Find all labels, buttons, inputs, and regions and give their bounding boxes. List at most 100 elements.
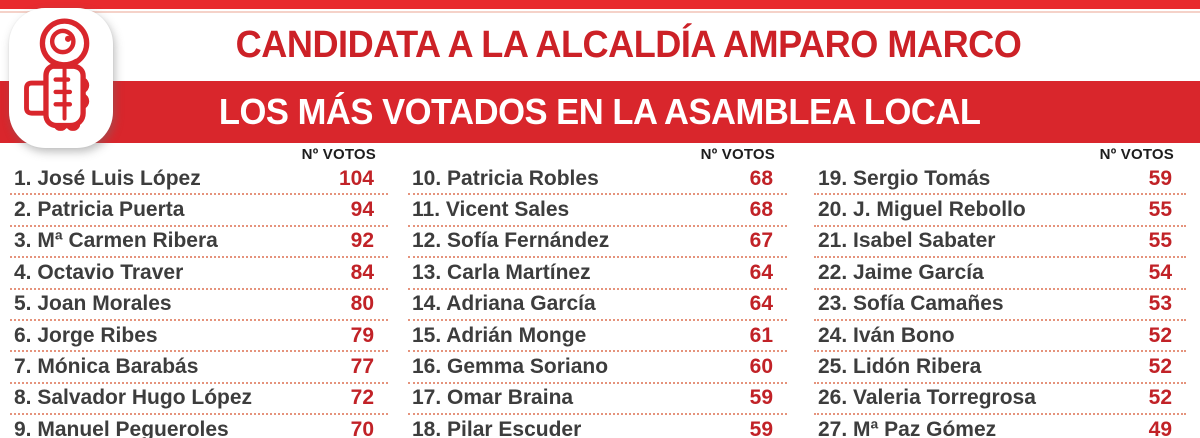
list-row: 18. Pilar Escuder 59 bbox=[408, 415, 787, 438]
candidate-name: 2. Patricia Puerta bbox=[14, 198, 185, 222]
candidate-name: 12. Sofía Fernández bbox=[412, 229, 610, 253]
vote-count: 53 bbox=[1148, 292, 1172, 316]
candidate-name: 24. Iván Bono bbox=[818, 323, 955, 347]
list-row: 7. Mónica Barabás 77 bbox=[10, 352, 388, 384]
list-row: 23. Sofía Camañes 53 bbox=[814, 290, 1186, 321]
list-row: 25. Lidón Ribera 52 bbox=[814, 352, 1186, 384]
candidate-name: 21. Isabel Sabater bbox=[818, 229, 996, 253]
candidate-name: 11. Vicent Sales bbox=[412, 198, 570, 222]
ranking-list-2: 10. Patricia Robles 68 11. Vicent Sales 68 1… bbox=[408, 164, 787, 438]
vote-count: 68 bbox=[749, 166, 773, 190]
ranking-list-1: 1. José Luis López 104 2. Patricia Puerta 9… bbox=[10, 164, 388, 438]
title-band: CANDIDATA A LA ALCALDÍA AMPARO MARCO bbox=[0, 9, 1200, 81]
psoe-rose-fist-icon bbox=[15, 13, 107, 144]
list-row: 10. Patricia Robles 68 bbox=[408, 164, 787, 196]
candidate-name: 20. J. Miguel Rebollo bbox=[818, 198, 1026, 222]
candidate-name: 7. Mónica Barabás bbox=[14, 355, 199, 379]
votes-column-header: Nº VOTOS bbox=[1099, 146, 1174, 163]
candidate-name: 4. Octavio Traver bbox=[14, 260, 184, 284]
votes-column-header: Nº VOTOS bbox=[700, 146, 775, 163]
vote-count: 92 bbox=[350, 229, 374, 253]
votes-column-header: Nº VOTOS bbox=[301, 146, 376, 163]
list-row: 27. Mª Paz Gómez 49 bbox=[814, 415, 1186, 438]
vote-count: 61 bbox=[749, 323, 773, 347]
vote-count: 52 bbox=[1148, 323, 1172, 347]
vote-count: 84 bbox=[350, 260, 374, 284]
vote-count: 72 bbox=[350, 386, 374, 410]
candidate-name: 25. Lidón Ribera bbox=[818, 355, 982, 379]
list-row: 24. Iván Bono 52 bbox=[814, 321, 1186, 353]
list-row: 1. José Luis López 104 bbox=[10, 164, 388, 196]
candidate-name: 6. Jorge Ribes bbox=[14, 323, 158, 347]
top-bar-shadow bbox=[0, 11, 1200, 13]
vote-count: 60 bbox=[749, 355, 773, 379]
banner-bar: LOS MÁS VOTADOS EN LA ASAMBLEA LOCAL bbox=[0, 81, 1200, 143]
list-row: 14. Adriana García 64 bbox=[408, 290, 787, 321]
candidate-name: 16. Gemma Soriano bbox=[412, 355, 609, 379]
ranking-column-3: Nº VOTOS 19. Sergio Tomás 59 20. J. Miguel… bbox=[814, 146, 1186, 438]
vote-count: 52 bbox=[1148, 386, 1172, 410]
list-row: 26. Valeria Torregrosa 52 bbox=[814, 384, 1186, 416]
vote-count: 52 bbox=[1148, 355, 1172, 379]
candidate-name: 23. Sofía Camañes bbox=[818, 292, 1004, 316]
vote-count: 94 bbox=[350, 198, 374, 222]
candidate-name: 22. Jaime García bbox=[818, 260, 984, 284]
candidate-name: 1. José Luis López bbox=[14, 166, 201, 190]
candidate-name: 26. Valeria Torregrosa bbox=[818, 386, 1036, 410]
list-row: 21. Isabel Sabater 55 bbox=[814, 227, 1186, 259]
list-row: 16. Gemma Soriano 60 bbox=[408, 352, 787, 384]
list-row: 22. Jaime García 54 bbox=[814, 258, 1186, 290]
ranking-list-3: 19. Sergio Tomás 59 20. J. Miguel Rebollo 5… bbox=[814, 164, 1186, 438]
candidate-name: 15. Adrián Monge bbox=[412, 323, 587, 347]
vote-count: 80 bbox=[350, 292, 374, 316]
top-red-bar bbox=[0, 0, 1200, 9]
vote-count: 59 bbox=[1148, 166, 1172, 190]
vote-count: 104 bbox=[338, 166, 374, 190]
candidate-name: 13. Carla Martínez bbox=[412, 260, 591, 284]
vote-count: 59 bbox=[749, 417, 773, 438]
vote-count: 77 bbox=[350, 355, 374, 379]
candidate-name: 17. Omar Braina bbox=[412, 386, 574, 410]
list-row: 11. Vicent Sales 68 bbox=[408, 195, 787, 227]
candidate-name: 3. Mª Carmen Ribera bbox=[14, 229, 218, 253]
list-row: 12. Sofía Fernández 67 bbox=[408, 227, 787, 259]
vote-count: 64 bbox=[749, 260, 773, 284]
list-row: 6. Jorge Ribes 79 bbox=[10, 321, 388, 353]
list-row: 4. Octavio Traver 84 bbox=[10, 258, 388, 290]
candidate-name: 18. Pilar Escuder bbox=[412, 417, 582, 438]
ranking-column-2: Nº VOTOS 10. Patricia Robles 68 11. Vicent… bbox=[408, 146, 787, 438]
ranking-columns: Nº VOTOS 1. José Luis López 104 2. Patrici… bbox=[10, 146, 1188, 438]
vote-count: 54 bbox=[1148, 260, 1172, 284]
candidate-name: 14. Adriana García bbox=[412, 292, 596, 316]
list-row: 19. Sergio Tomás 59 bbox=[814, 164, 1186, 196]
vote-count: 70 bbox=[350, 417, 374, 438]
vote-count: 55 bbox=[1148, 198, 1172, 222]
list-row: 3. Mª Carmen Ribera 92 bbox=[10, 227, 388, 259]
candidate-name: 27. Mª Paz Gómez bbox=[818, 417, 997, 438]
vote-count: 49 bbox=[1148, 417, 1172, 438]
list-row: 13. Carla Martínez 64 bbox=[408, 258, 787, 290]
vote-count: 64 bbox=[749, 292, 773, 316]
psoe-logo bbox=[9, 8, 113, 148]
vote-count: 55 bbox=[1148, 229, 1172, 253]
list-row: 5. Joan Morales 80 bbox=[10, 290, 388, 321]
candidate-name: 19. Sergio Tomás bbox=[818, 166, 991, 190]
banner-title: LOS MÁS VOTADOS EN LA ASAMBLEA LOCAL bbox=[219, 91, 981, 132]
candidate-name: 9. Manuel Pegueroles bbox=[14, 417, 229, 438]
list-row: 15. Adrián Monge 61 bbox=[408, 321, 787, 353]
vote-count: 59 bbox=[749, 386, 773, 410]
page-title: CANDIDATA A LA ALCALDÍA AMPARO MARCO bbox=[236, 23, 1022, 66]
candidate-name: 5. Joan Morales bbox=[14, 292, 172, 316]
vote-count: 68 bbox=[749, 198, 773, 222]
list-row: 17. Omar Braina 59 bbox=[408, 384, 787, 416]
list-row: 9. Manuel Pegueroles 70 bbox=[10, 415, 388, 438]
candidate-name: 8. Salvador Hugo López bbox=[14, 386, 253, 410]
list-row: 20. J. Miguel Rebollo 55 bbox=[814, 195, 1186, 227]
vote-count: 79 bbox=[350, 323, 374, 347]
ranking-column-1: Nº VOTOS 1. José Luis López 104 2. Patrici… bbox=[10, 146, 388, 438]
list-row: 2. Patricia Puerta 94 bbox=[10, 195, 388, 227]
vote-count: 67 bbox=[749, 229, 773, 253]
list-row: 8. Salvador Hugo López 72 bbox=[10, 384, 388, 416]
candidate-name: 10. Patricia Robles bbox=[412, 166, 599, 190]
